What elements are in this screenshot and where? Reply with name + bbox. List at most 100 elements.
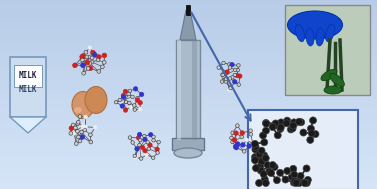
- Circle shape: [143, 148, 147, 153]
- Circle shape: [293, 180, 300, 187]
- Bar: [0, 118, 377, 124]
- Circle shape: [102, 53, 107, 58]
- Circle shape: [121, 95, 126, 99]
- Circle shape: [155, 147, 159, 152]
- Circle shape: [262, 180, 269, 187]
- Circle shape: [138, 107, 142, 111]
- Circle shape: [291, 120, 298, 127]
- Circle shape: [247, 144, 251, 148]
- Bar: [0, 5, 377, 10]
- Circle shape: [156, 151, 159, 154]
- Circle shape: [232, 138, 237, 142]
- Circle shape: [145, 153, 148, 156]
- Bar: [0, 151, 377, 157]
- Circle shape: [262, 127, 270, 134]
- Circle shape: [289, 125, 296, 132]
- Bar: [0, 123, 377, 129]
- Circle shape: [221, 73, 224, 76]
- Bar: [0, 146, 377, 152]
- Circle shape: [284, 167, 291, 174]
- Circle shape: [152, 156, 155, 160]
- Circle shape: [128, 136, 132, 139]
- Circle shape: [233, 144, 238, 149]
- Circle shape: [221, 73, 224, 77]
- Circle shape: [266, 163, 273, 170]
- Bar: [0, 161, 377, 166]
- Bar: [0, 19, 377, 25]
- Bar: [0, 14, 377, 20]
- Circle shape: [88, 66, 93, 71]
- Ellipse shape: [306, 28, 314, 46]
- Circle shape: [80, 135, 85, 139]
- Bar: [0, 104, 377, 110]
- Ellipse shape: [329, 74, 344, 87]
- Circle shape: [133, 108, 136, 111]
- Circle shape: [296, 177, 303, 184]
- Circle shape: [229, 86, 232, 90]
- Circle shape: [78, 139, 82, 143]
- Circle shape: [77, 120, 80, 124]
- Circle shape: [149, 132, 153, 137]
- Circle shape: [223, 70, 226, 74]
- Circle shape: [235, 73, 239, 78]
- Circle shape: [269, 123, 276, 131]
- Circle shape: [222, 75, 225, 78]
- Circle shape: [233, 73, 236, 77]
- Circle shape: [220, 80, 224, 83]
- Circle shape: [263, 120, 270, 127]
- Circle shape: [224, 77, 228, 81]
- Circle shape: [252, 143, 259, 150]
- Circle shape: [260, 171, 267, 178]
- Ellipse shape: [174, 148, 202, 158]
- Ellipse shape: [321, 69, 337, 81]
- Bar: [0, 24, 377, 29]
- Circle shape: [114, 100, 118, 104]
- Circle shape: [268, 170, 274, 177]
- Circle shape: [251, 140, 259, 147]
- Circle shape: [75, 142, 78, 146]
- Circle shape: [84, 125, 87, 129]
- Circle shape: [303, 165, 310, 172]
- Circle shape: [84, 50, 88, 54]
- Circle shape: [307, 125, 314, 132]
- Circle shape: [287, 126, 294, 133]
- Circle shape: [291, 171, 298, 178]
- Circle shape: [231, 131, 234, 135]
- Text: MILK: MILK: [19, 71, 37, 81]
- Circle shape: [230, 62, 234, 67]
- Circle shape: [89, 133, 92, 137]
- Circle shape: [146, 140, 150, 144]
- Circle shape: [80, 55, 84, 59]
- Circle shape: [257, 167, 264, 174]
- Bar: [0, 71, 377, 77]
- Circle shape: [303, 180, 310, 187]
- Circle shape: [81, 58, 84, 62]
- Ellipse shape: [72, 91, 94, 119]
- Circle shape: [83, 128, 87, 132]
- Circle shape: [253, 155, 261, 162]
- Circle shape: [138, 101, 143, 105]
- Circle shape: [81, 63, 85, 68]
- Circle shape: [241, 143, 245, 147]
- Circle shape: [133, 104, 136, 107]
- Circle shape: [266, 168, 273, 175]
- Circle shape: [249, 132, 253, 136]
- Circle shape: [90, 50, 95, 55]
- Bar: [0, 137, 377, 143]
- Circle shape: [118, 98, 121, 102]
- Circle shape: [89, 140, 93, 144]
- Bar: [0, 170, 377, 176]
- Circle shape: [251, 157, 259, 164]
- Circle shape: [271, 163, 278, 170]
- Circle shape: [69, 126, 74, 131]
- Circle shape: [264, 161, 271, 168]
- Circle shape: [240, 135, 244, 139]
- Circle shape: [228, 63, 231, 66]
- FancyBboxPatch shape: [248, 110, 358, 189]
- Circle shape: [233, 68, 237, 72]
- Circle shape: [69, 132, 73, 135]
- Bar: [0, 99, 377, 105]
- Circle shape: [101, 65, 104, 69]
- Circle shape: [253, 155, 260, 162]
- Circle shape: [262, 155, 269, 162]
